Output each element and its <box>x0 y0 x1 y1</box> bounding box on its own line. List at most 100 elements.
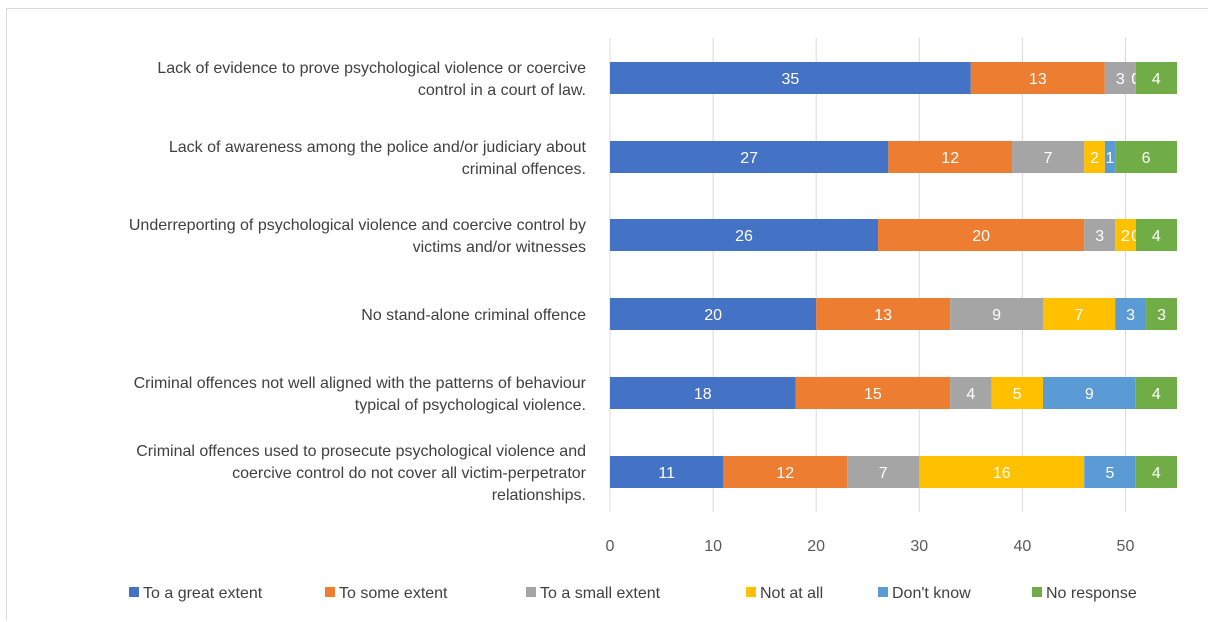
bar-segment <box>795 377 951 409</box>
bar-segment <box>610 298 817 330</box>
data-label: 20 <box>972 228 990 245</box>
bar-segment <box>610 456 724 488</box>
data-label: 20 <box>704 307 722 324</box>
chart-frame <box>6 8 1208 620</box>
bar-segment <box>610 62 971 94</box>
data-label: 3 <box>1157 307 1166 324</box>
bar-segment <box>1104 62 1136 94</box>
category-label: coercive control do not cover all victim… <box>232 465 587 482</box>
bar-segment <box>1084 141 1105 173</box>
bar-segment <box>1135 219 1177 251</box>
data-label: 5 <box>1106 465 1115 482</box>
bar-segment <box>1104 141 1116 173</box>
bar-segment <box>1115 141 1177 173</box>
bar-segment <box>991 377 1043 409</box>
data-label: 4 <box>1152 386 1161 403</box>
category-label: victims and/or witnesses <box>413 239 586 256</box>
bar-segment <box>950 298 1043 330</box>
bar-segment <box>1135 377 1177 409</box>
x-tick-label: 30 <box>910 538 928 555</box>
category-label: No stand-alone criminal offence <box>361 307 586 324</box>
bar-segment <box>950 377 992 409</box>
legend-swatch <box>878 587 888 597</box>
legend-swatch <box>1032 587 1042 597</box>
data-label: 4 <box>1152 71 1161 88</box>
data-label: 9 <box>1085 386 1094 403</box>
data-label: 3 <box>1095 228 1104 245</box>
bar-segment <box>888 141 1013 173</box>
bar-segment <box>878 219 1085 251</box>
bars: 3513300427127216262032042013973318154594… <box>610 62 1177 488</box>
x-tick-label: 0 <box>606 538 615 555</box>
category-label: Lack of awareness among the police and/o… <box>169 139 587 156</box>
data-label: 13 <box>874 307 892 324</box>
data-label: 12 <box>941 150 959 167</box>
data-label: 3 <box>1116 71 1125 88</box>
legend-swatch <box>325 587 335 597</box>
data-label: 4 <box>1152 228 1161 245</box>
bar-segment <box>816 298 951 330</box>
category-label: Underreporting of psychological violence… <box>129 217 586 234</box>
bar-segment <box>1084 219 1116 251</box>
bar-segment <box>919 456 1085 488</box>
data-label: 7 <box>879 465 888 482</box>
bar-segment <box>1115 298 1147 330</box>
data-label: 7 <box>1044 150 1053 167</box>
x-tick-label: 20 <box>807 538 825 555</box>
legend-label: Not at all <box>760 585 823 602</box>
bar-segment <box>610 377 796 409</box>
gridlines <box>609 38 1126 512</box>
x-axis-ticks: 0 10 20 30 40 50 <box>606 538 1135 555</box>
category-labels: Lack of evidence to prove psychological … <box>129 60 587 504</box>
category-label: criminal offences. <box>462 161 586 178</box>
data-label: 11 <box>658 465 675 482</box>
bar-segment <box>723 456 848 488</box>
data-label: 9 <box>992 307 1001 324</box>
data-label: 3 <box>1126 307 1135 324</box>
data-label: 18 <box>694 386 712 403</box>
bar-segment <box>610 141 889 173</box>
bar-segment <box>610 219 879 251</box>
legend-swatch <box>129 587 139 597</box>
legend-label: Don't know <box>892 585 971 602</box>
data-label: 1 <box>1106 150 1115 167</box>
bar-segment <box>1135 62 1177 94</box>
data-label: 6 <box>1142 150 1151 167</box>
legend-label: To a great extent <box>143 585 263 602</box>
category-label: Criminal offences used to prosecute psyc… <box>136 443 586 460</box>
bar-segment <box>847 456 920 488</box>
data-label: 27 <box>740 150 758 167</box>
x-tick-label: 10 <box>704 538 722 555</box>
data-label: 2 <box>1090 150 1099 167</box>
legend-swatch <box>746 587 756 597</box>
bar-segment <box>1146 298 1177 330</box>
legend-label: To some extent <box>339 585 448 602</box>
x-tick-label: 40 <box>1013 538 1031 555</box>
data-label: 2 <box>1121 228 1130 245</box>
category-label: relationships. <box>492 487 586 504</box>
data-label: 7 <box>1075 307 1084 324</box>
category-label: Criminal offences not well aligned with … <box>134 375 587 392</box>
data-label: 13 <box>1029 71 1047 88</box>
bar-segment <box>1084 456 1136 488</box>
data-label: 26 <box>735 228 753 245</box>
category-label: Lack of evidence to prove psychological … <box>157 60 586 77</box>
legend-label: No response <box>1046 585 1137 602</box>
bar-segment <box>970 62 1105 94</box>
data-label: 15 <box>864 386 882 403</box>
bar-segment <box>1042 298 1116 330</box>
legend: To a great extent To some extent To a smal… <box>129 585 1137 602</box>
data-label: 4 <box>1152 465 1161 482</box>
legend-label: To a small extent <box>540 585 661 602</box>
data-label: 5 <box>1013 386 1022 403</box>
category-label: control in a court of law. <box>418 82 586 99</box>
legend-swatch <box>526 587 536 597</box>
x-tick-label: 50 <box>1117 538 1135 555</box>
category-label: typical of psychological violence. <box>355 397 586 414</box>
bar-segment <box>1012 141 1085 173</box>
bar-segment <box>1135 456 1177 488</box>
data-label: 12 <box>776 465 794 482</box>
data-label: 16 <box>993 465 1011 482</box>
data-label: 4 <box>966 386 975 403</box>
